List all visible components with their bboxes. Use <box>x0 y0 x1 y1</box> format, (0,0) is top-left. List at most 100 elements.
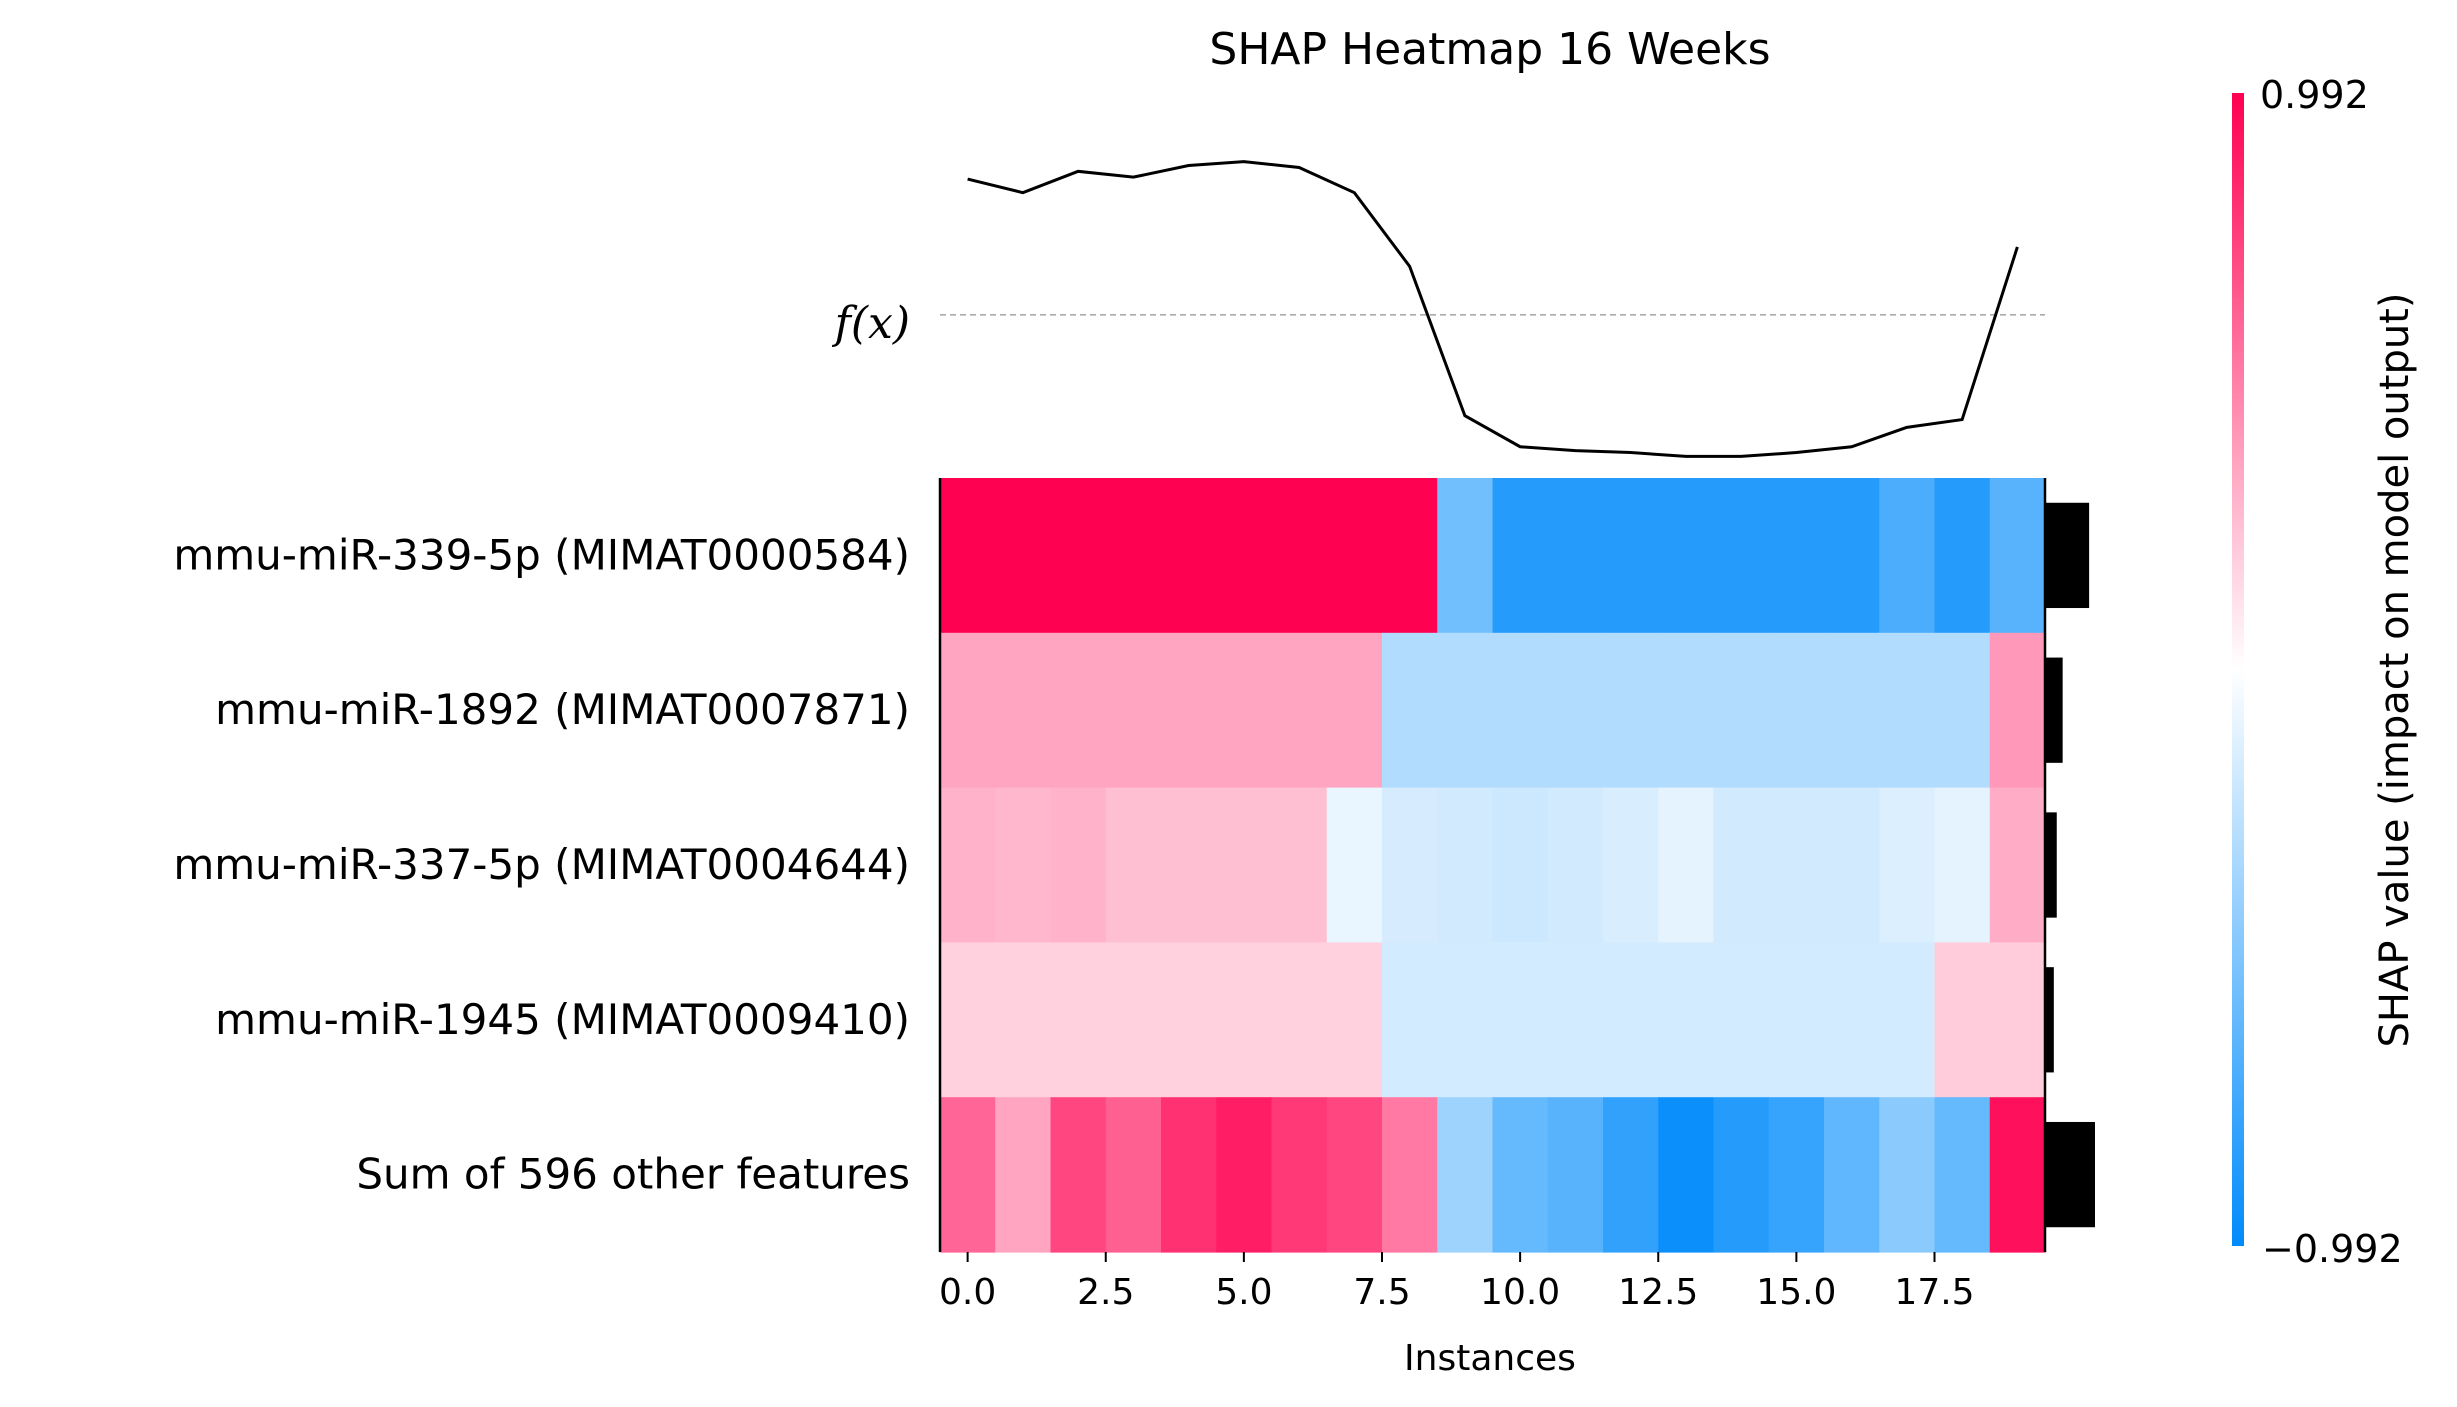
heatmap-cell-f2-i1 <box>995 787 1052 943</box>
heatmap-cell-f0-i17 <box>1879 478 1936 634</box>
feature-label-0: mmu-miR-339-5p (MIMAT0000584) <box>173 530 910 579</box>
heatmap-cell-f3-i15 <box>1768 942 1825 1098</box>
heatmap-cell-f1-i12 <box>1603 632 1659 789</box>
importance-bar-2 <box>2045 812 2057 918</box>
heatmap-cell-f4-i13 <box>1658 1097 1715 1253</box>
heatmap-cell-f1-i8 <box>1382 632 1438 789</box>
colorbar-axis-label: SHAP value (impact on model output) <box>2372 293 2418 1048</box>
heatmap-cell-f0-i15 <box>1768 478 1825 634</box>
heatmap-cell-f2-i13 <box>1658 787 1715 943</box>
heatmap-cell-f1-i16 <box>1824 632 1880 789</box>
heatmap-cell-f3-i14 <box>1713 942 1770 1098</box>
heatmap-cell-f3-i7 <box>1326 942 1383 1098</box>
heatmap-cell-f4-i11 <box>1547 1097 1604 1253</box>
heatmap-cell-f3-i13 <box>1658 942 1715 1098</box>
x-tick-label-1: 2.5 <box>1077 1272 1134 1313</box>
heatmap-cell-f2-i3 <box>1105 787 1162 943</box>
heatmap-cells <box>940 478 2046 1253</box>
heatmap-cell-f0-i11 <box>1547 478 1604 634</box>
heatmap-cell-f2-i2 <box>1050 787 1107 943</box>
heatmap-cell-f1-i14 <box>1713 632 1770 789</box>
heatmap-cell-f1-i10 <box>1492 632 1549 789</box>
heatmap-cell-f0-i12 <box>1603 478 1659 634</box>
heatmap-cell-f1-i15 <box>1768 632 1825 789</box>
heatmap-cell-f3-i16 <box>1824 942 1880 1098</box>
heatmap-cell-f2-i11 <box>1547 787 1604 943</box>
heatmap-cell-f3-i17 <box>1879 942 1936 1098</box>
heatmap-cell-f4-i5 <box>1216 1097 1273 1253</box>
heatmap-cell-f1-i13 <box>1658 632 1715 789</box>
heatmap-cell-f1-i9 <box>1437 632 1494 789</box>
heatmap-cell-f2-i7 <box>1326 787 1383 943</box>
heatmap-cell-f0-i0 <box>940 478 996 634</box>
importance-bar-0 <box>2045 502 2090 609</box>
heatmap-cell-f3-i4 <box>1161 942 1217 1098</box>
heatmap-cell-f3-i6 <box>1271 942 1328 1098</box>
heatmap-cell-f4-i15 <box>1768 1097 1825 1253</box>
heatmap-cell-f1-i11 <box>1547 632 1604 789</box>
heatmap-cell-f4-i8 <box>1382 1097 1438 1253</box>
heatmap-cell-f1-i2 <box>1050 632 1107 789</box>
heatmap-cell-f0-i6 <box>1271 478 1328 634</box>
heatmap-cell-f0-i16 <box>1824 478 1880 634</box>
heatmap-cell-f0-i5 <box>1216 478 1273 634</box>
fx-line <box>967 160 2019 458</box>
heatmap-cell-f3-i10 <box>1492 942 1549 1098</box>
heatmap-cell-f0-i14 <box>1713 478 1770 634</box>
heatmap-cell-f3-i3 <box>1105 942 1162 1098</box>
feature-label-2: mmu-miR-337-5p (MIMAT0004644) <box>173 840 910 889</box>
heatmap-cell-f3-i5 <box>1216 942 1273 1098</box>
fx-line-panel: f(x) <box>832 160 2045 458</box>
colorbar-gradient <box>2232 93 2244 1246</box>
heatmap-cell-f1-i18 <box>1934 632 1991 789</box>
heatmap-cell-f3-i9 <box>1437 942 1494 1098</box>
importance-bar-3 <box>2045 967 2054 1073</box>
heatmap-cell-f2-i15 <box>1768 787 1825 943</box>
heatmap-cell-f4-i3 <box>1105 1097 1162 1253</box>
heatmap-cell-f0-i9 <box>1437 478 1494 634</box>
feature-label-1: mmu-miR-1892 (MIMAT0007871) <box>215 685 910 734</box>
heatmap-cell-f2-i10 <box>1492 787 1549 943</box>
heatmap-cell-f4-i19 <box>1989 1097 2046 1253</box>
x-axis-ticks: 0.0 2.5 5.0 7.5 10.0 12.5 15.0 17.5 <box>939 1252 1975 1313</box>
heatmap-cell-f2-i0 <box>940 787 996 943</box>
heatmap-cell-f0-i10 <box>1492 478 1549 634</box>
heatmap-cell-f4-i7 <box>1326 1097 1383 1253</box>
heatmap-cell-f4-i4 <box>1161 1097 1217 1253</box>
feature-label-4: Sum of 596 other features <box>356 1150 910 1199</box>
heatmap-cell-f3-i1 <box>995 942 1052 1098</box>
heatmap-cell-f2-i4 <box>1161 787 1217 943</box>
heatmap-cell-f4-i14 <box>1713 1097 1770 1253</box>
heatmap-cell-f4-i9 <box>1437 1097 1494 1253</box>
heatmap-cell-f0-i19 <box>1989 478 2046 634</box>
heatmap-cell-f0-i3 <box>1105 478 1162 634</box>
heatmap-cell-f2-i8 <box>1382 787 1438 943</box>
heatmap-cell-f4-i16 <box>1824 1097 1880 1253</box>
heatmap-cell-f1-i4 <box>1161 632 1217 789</box>
heatmap-cell-f4-i18 <box>1934 1097 1991 1253</box>
heatmap-cell-f2-i6 <box>1271 787 1328 943</box>
colorbar-min-label: −0.992 <box>2262 1227 2403 1271</box>
heatmap-cell-f2-i18 <box>1934 787 1991 943</box>
heatmap-cell-f1-i7 <box>1326 632 1383 789</box>
heatmap-cell-f3-i8 <box>1382 942 1438 1098</box>
heatmap-cell-f4-i10 <box>1492 1097 1549 1253</box>
heatmap-cell-f2-i5 <box>1216 787 1273 943</box>
heatmap-cell-f0-i18 <box>1934 478 1991 634</box>
heatmap-cell-f0-i7 <box>1326 478 1383 634</box>
heatmap-cell-f2-i14 <box>1713 787 1770 943</box>
heatmap-cell-f0-i4 <box>1161 478 1217 634</box>
heatmap-cell-f0-i13 <box>1658 478 1715 634</box>
heatmap-cell-f1-i6 <box>1271 632 1328 789</box>
heatmap-cell-f3-i19 <box>1989 942 2046 1098</box>
heatmap-cell-f4-i12 <box>1603 1097 1659 1253</box>
heatmap-cell-f2-i9 <box>1437 787 1494 943</box>
colorbar-max-label: 0.992 <box>2260 73 2369 117</box>
x-tick-label-2: 5.0 <box>1215 1272 1272 1313</box>
feature-label-3: mmu-miR-1945 (MIMAT0009410) <box>215 995 910 1044</box>
importance-bar-4 <box>2045 1121 2095 1228</box>
heatmap-cell-f0-i1 <box>995 478 1052 634</box>
heatmap-cell-f2-i16 <box>1824 787 1880 943</box>
heatmap-cell-f4-i6 <box>1271 1097 1328 1253</box>
